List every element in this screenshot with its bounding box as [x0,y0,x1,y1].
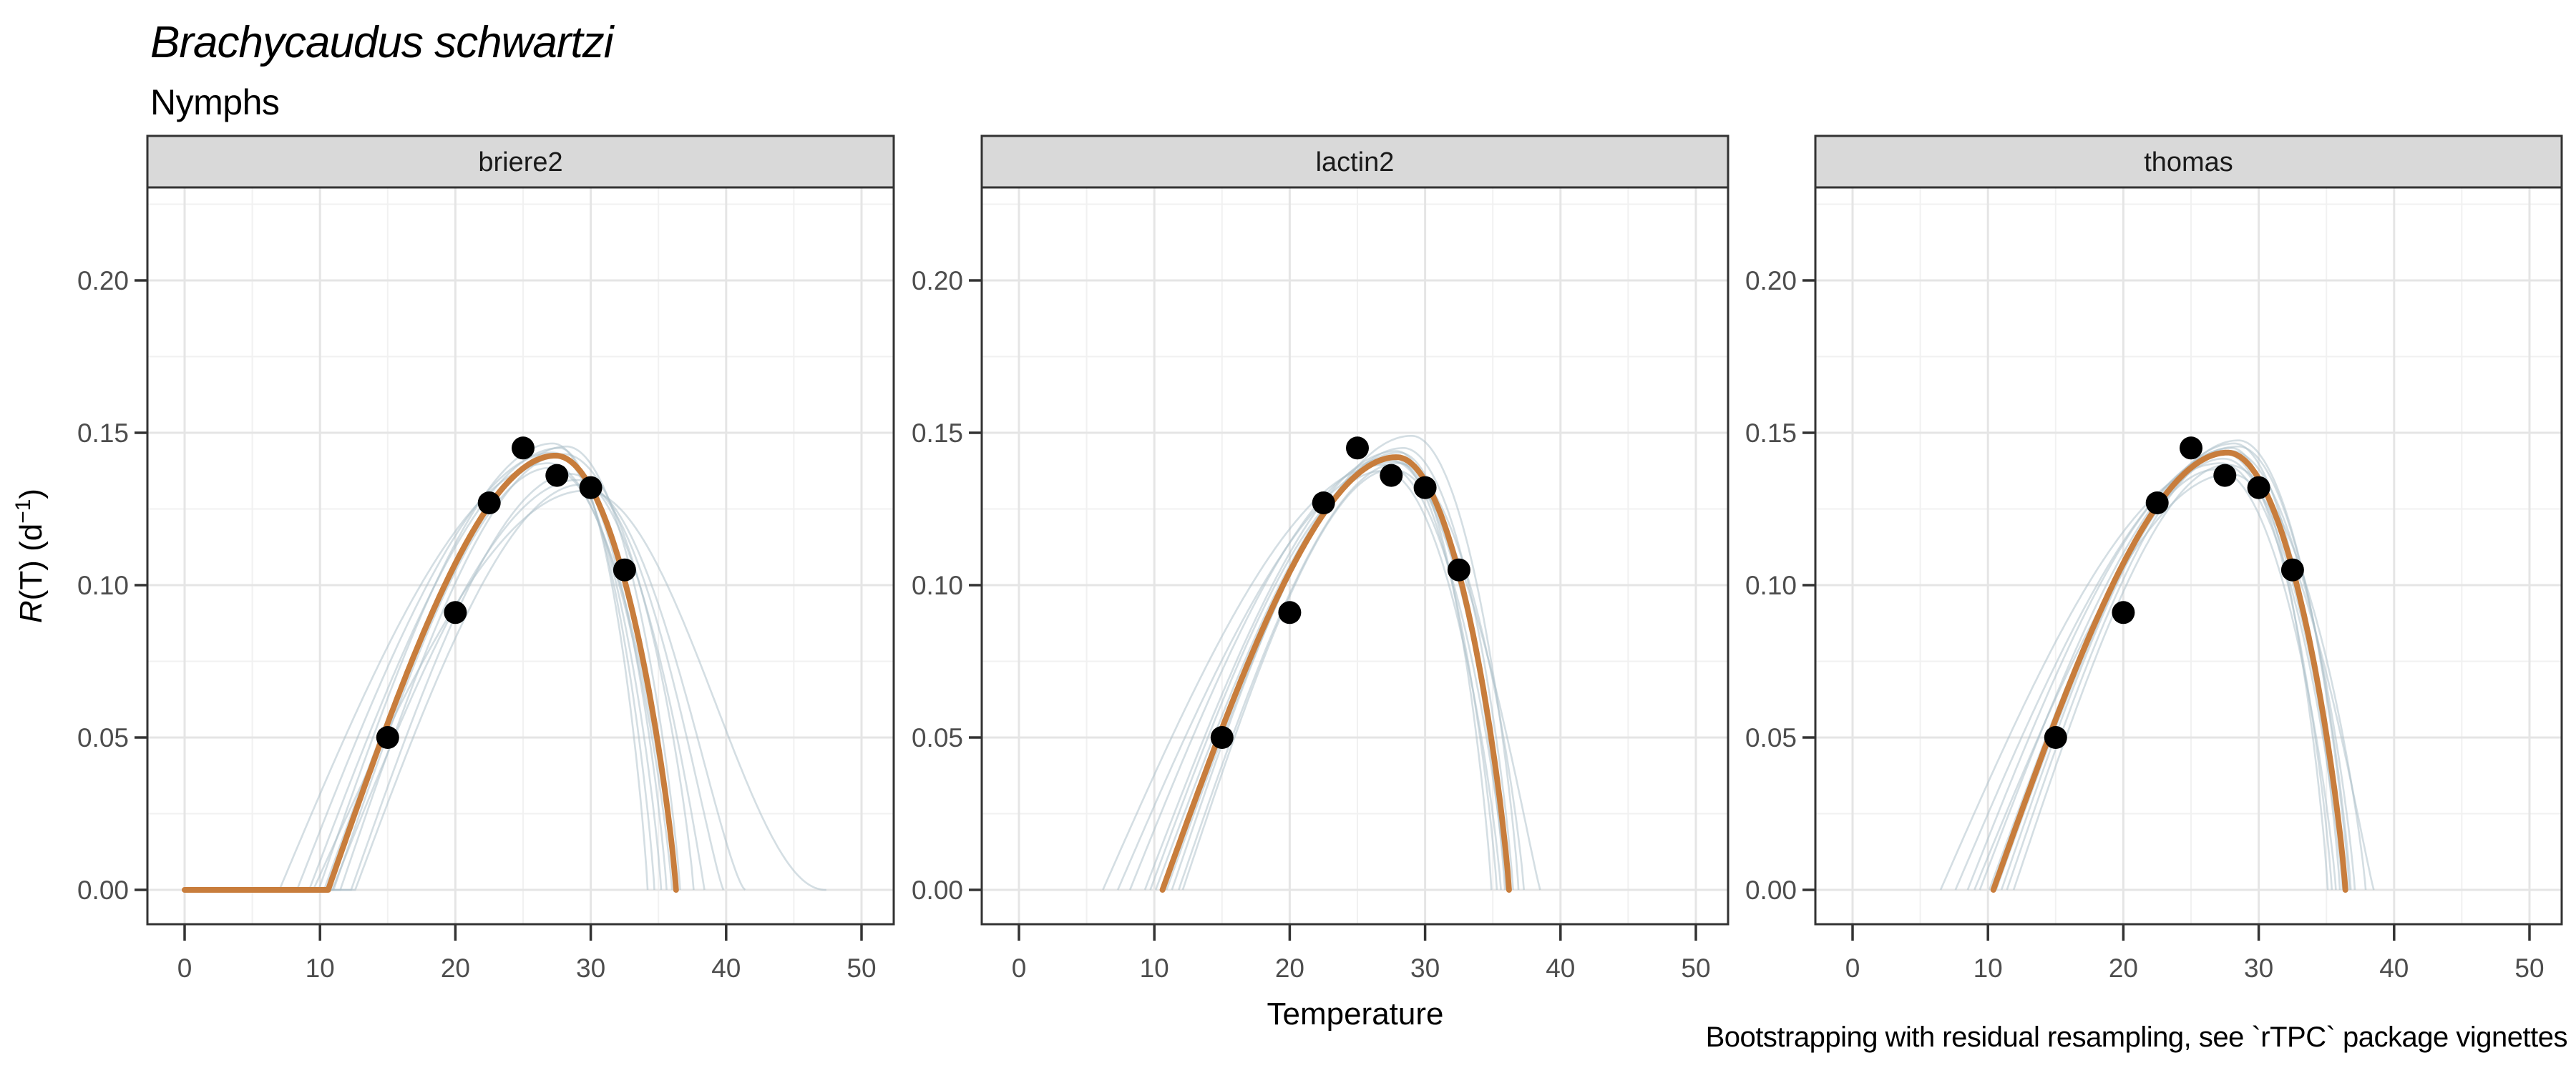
y-axis-ticks [969,279,981,891]
data-point [1380,464,1403,487]
x-tick-label: 10 [1140,954,1169,983]
grid-major [1815,187,2562,924]
data-point [2112,601,2135,624]
y-tick-label: 0.05 [1745,723,1797,753]
x-axis-ticks [1018,925,1697,941]
data-point [1346,436,1369,460]
y-tick-label: 0.00 [77,876,129,905]
data-point [2044,726,2067,749]
data-point [1278,601,1302,624]
y-tick-label: 0.05 [77,723,129,753]
x-tick-label: 40 [2379,954,2409,983]
plot-title: Brachycaudus schwartzi [150,18,613,67]
y-tick-label: 0.15 [77,418,129,448]
y-tick-label: 0.00 [1745,876,1797,905]
grid-major [982,187,1728,924]
x-axis-title: Temperature [1267,996,1443,1032]
facet-strip [146,134,895,189]
observed-points [1210,436,1470,749]
data-point [376,726,399,749]
x-tick-label: 0 [1845,954,1860,983]
panel-thomas: thomas 0 10 20 30 40 50 0.00 0.05 0.10 0.15 0.20 [1745,134,2563,983]
x-tick-label: 30 [2244,954,2273,983]
data-point [613,558,636,582]
y-tick-label: 0.20 [77,266,129,295]
y-tick-label: 0.05 [912,723,963,753]
bootstrap-curve [1102,464,1508,891]
panel-background [147,187,894,924]
facet-label: briere2 [478,147,562,177]
data-point [2247,476,2270,499]
facet-label: lactin2 [1316,147,1395,177]
panel-briere2: briere2 0 10 20 30 40 50 0.00 0.05 0.10 0.15 0.20 [77,134,895,983]
x-tick-label: 30 [1410,954,1440,983]
bootstrap-curve [1181,468,1541,891]
bootstrap-curve [185,473,706,891]
data-point [2180,436,2202,460]
x-tick-label: 0 [1012,954,1027,983]
bootstrap-curve [2012,464,2367,891]
x-tick-label: 20 [2109,954,2138,983]
y-tick-label: 0.10 [912,571,963,600]
x-tick-label: 40 [1546,954,1575,983]
data-point [1210,726,1234,749]
x-tick-label: 40 [711,954,741,983]
y-tick-label: 0.00 [912,876,963,905]
y-tick-label: 0.20 [1745,266,1797,295]
y-tick-label: 0.10 [1745,571,1797,600]
y-axis-ticks [135,279,147,891]
panel-background [982,187,1728,924]
panel-background [1815,187,2562,924]
y-tick-label: 0.15 [1745,418,1797,448]
data-point [512,436,535,460]
data-point [2145,491,2169,514]
data-point [444,601,467,624]
y-tick-label: 0.15 [912,418,963,448]
facet-strip [1814,134,2563,189]
data-point [2280,558,2304,582]
observed-points [376,436,636,749]
grid-major [147,187,894,924]
data-point [1413,476,1437,499]
x-tick-label: 30 [576,954,605,983]
x-tick-label: 50 [1681,954,1710,983]
facet-label: thomas [2144,147,2233,177]
x-tick-label: 10 [1974,954,2003,983]
bootstrap-curve [185,489,826,891]
data-point [545,464,569,487]
panel-lactin2: lactin2 0 10 20 30 40 50 0.00 0.05 0.10 0.15 0.20 [912,134,1729,983]
x-axis-ticks [183,925,863,941]
y-tick-label: 0.10 [77,571,129,600]
data-point [1447,558,1470,582]
facet-strip [980,134,1729,189]
plot-caption: Bootstrapping with residual resampling, … [1705,1021,2568,1053]
x-tick-label: 20 [441,954,470,983]
data-point [1312,491,1335,514]
y-axis-title: R(T) (d−1) [11,489,49,623]
x-tick-label: 50 [2514,954,2544,983]
x-axis-ticks [1851,925,2531,941]
data-point [579,476,602,499]
observed-points [2044,436,2304,749]
x-tick-label: 0 [177,954,192,983]
y-axis-title-text: R(T) (d−1) [11,489,49,623]
plot-subtitle: Nymphs [150,82,280,122]
x-tick-label: 20 [1275,954,1304,983]
grid-minor [982,187,1728,924]
data-point [477,491,501,514]
x-tick-label: 10 [306,954,335,983]
bootstrap-curve [1974,473,2375,891]
x-tick-label: 50 [847,954,876,983]
data-point [2213,464,2237,487]
y-tick-label: 0.20 [912,266,963,295]
bootstrap-curve [185,484,746,891]
y-axis-ticks [1802,279,1815,891]
